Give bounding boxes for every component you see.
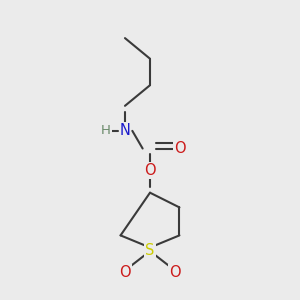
Text: H: H (101, 124, 111, 137)
Text: O: O (169, 265, 181, 280)
Text: O: O (119, 265, 131, 280)
Text: S: S (145, 243, 155, 258)
Text: O: O (174, 141, 185, 156)
Text: N: N (119, 123, 130, 138)
Text: O: O (144, 163, 156, 178)
